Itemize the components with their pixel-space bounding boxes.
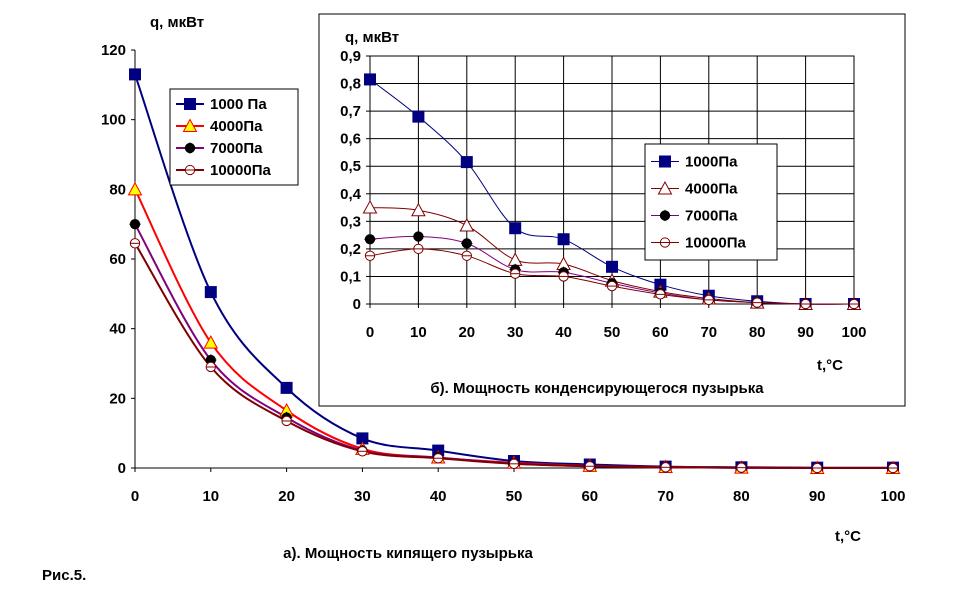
y-tick-label: 0,1 <box>340 268 361 285</box>
data-point-s1 <box>364 73 376 86</box>
legend-marker <box>182 118 198 132</box>
chart-b: 0 0,1 0,2 0,3 0,4 0,5 0,6 0,7 0,8 0,9 0 10 20 30 40 50 6… <box>340 29 866 397</box>
y-tick-label: 0,4 <box>340 186 362 203</box>
legend-label: 4000Па <box>210 118 263 135</box>
figure-label: Рис.5. <box>42 567 86 584</box>
y-tick-label: 100 <box>101 112 126 129</box>
data-point-s1 <box>280 381 293 394</box>
legend-marker <box>659 155 671 168</box>
data-point-s1 <box>606 260 618 273</box>
legend-label: 1000 Па <box>210 96 267 113</box>
data-point-s1 <box>412 110 425 123</box>
data-point-s2 <box>411 202 426 217</box>
x-tick-label: 10 <box>202 488 219 505</box>
x-tick-label: 20 <box>278 488 295 505</box>
data-point-s2 <box>203 335 219 349</box>
y-tick-label: 0,2 <box>340 241 361 258</box>
chart-title: б). Мощность конденсирующегося пузырька <box>430 380 764 397</box>
x-axis-label: t,°C <box>817 357 843 374</box>
x-tick-label: 10 <box>410 324 427 341</box>
x-tick-label: 100 <box>880 488 905 505</box>
data-point-s1 <box>460 156 473 169</box>
x-tick-label: 30 <box>507 324 524 341</box>
x-tick-label: 70 <box>700 324 717 341</box>
x-tick-label: 100 <box>841 324 866 341</box>
y-tick-label: 80 <box>109 181 126 198</box>
y-tick-label: 0,9 <box>340 48 361 65</box>
data-point-s1 <box>129 68 141 81</box>
x-tick-label: 80 <box>733 488 750 505</box>
y-tick-label: 20 <box>109 390 126 407</box>
y-tick-label: 0 <box>118 460 126 477</box>
x-tick-label: 90 <box>797 324 814 341</box>
x-tick-label: 0 <box>366 324 374 341</box>
x-tick-label: 80 <box>749 324 766 341</box>
x-tick-label: 60 <box>652 324 669 341</box>
y-tick-label: 120 <box>101 42 126 59</box>
legend-label: 7000Па <box>210 140 263 157</box>
x-tick-label: 0 <box>131 488 139 505</box>
y-tick-label: 0,6 <box>340 131 361 148</box>
x-tick-label: 60 <box>581 488 598 505</box>
x-tick-label: 70 <box>657 488 674 505</box>
legend-label: 1000Па <box>685 154 738 171</box>
data-point-s2 <box>127 181 143 196</box>
legend-marker <box>184 98 196 110</box>
y-axis-label: q, мкВт <box>150 14 204 31</box>
y-tick-label: 0,8 <box>340 76 361 93</box>
x-tick-label: 20 <box>458 324 475 341</box>
y-axis-label: q, мкВт <box>345 29 399 46</box>
legend-label: 10000Па <box>685 235 746 252</box>
y-tick-label: 0,7 <box>340 103 361 120</box>
y-tick-label: 0,3 <box>340 213 361 230</box>
legend-marker <box>657 180 673 195</box>
legend-label: 7000Па <box>685 208 738 225</box>
legend-label: 10000Па <box>210 162 271 179</box>
series-line-4 <box>134 242 894 470</box>
x-tick-label: 50 <box>506 488 523 505</box>
y-tick-label: 60 <box>109 251 126 268</box>
data-point-s1 <box>557 233 570 246</box>
x-tick-label: 30 <box>354 488 371 505</box>
x-axis-label: t,°C <box>835 528 861 545</box>
x-tick-label: 50 <box>604 324 621 341</box>
data-point-s1 <box>509 222 522 235</box>
y-tick-label: 0 <box>353 296 361 313</box>
data-point-s1 <box>204 286 217 299</box>
x-tick-label: 90 <box>809 488 826 505</box>
x-tick-label: 40 <box>555 324 572 341</box>
y-tick-label: 0,5 <box>340 158 361 175</box>
chart-title: а). Мощность кипящего пузырька <box>283 545 533 562</box>
y-tick-label: 40 <box>109 321 126 338</box>
data-point-s2 <box>362 200 378 214</box>
data-point-s2 <box>459 217 475 232</box>
legend-label: 4000Па <box>685 181 738 198</box>
x-tick-label: 40 <box>430 488 447 505</box>
